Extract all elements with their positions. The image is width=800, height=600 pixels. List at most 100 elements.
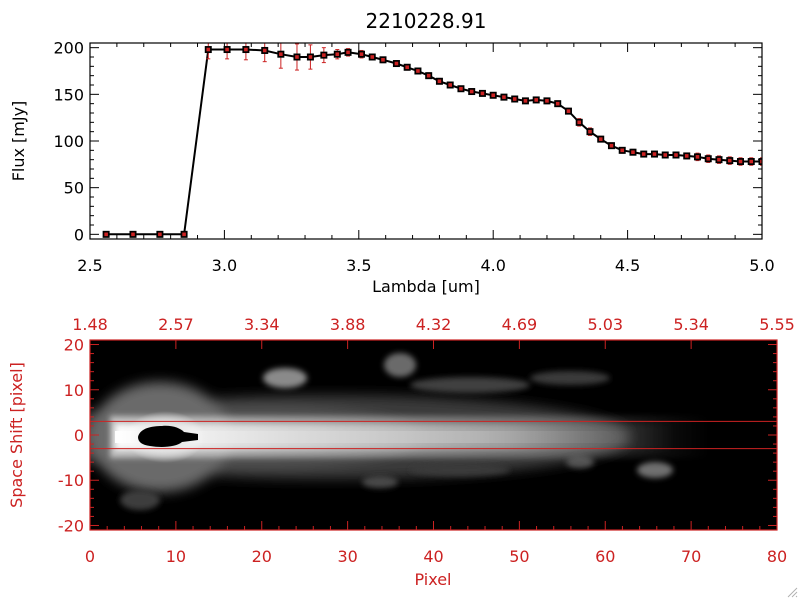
data-point-core — [359, 52, 364, 56]
spectrum-panel: 2210228.91 0 50 100 150 200 2.5 3.0 3.5 4.0 4.5 5… — [9, 9, 775, 296]
data-point-core — [609, 143, 614, 148]
data-point-core — [663, 153, 668, 157]
wavelength-tick-label: 1.48 — [72, 315, 108, 334]
data-point-core — [674, 153, 678, 157]
data-point-core — [346, 50, 350, 55]
data-point-core — [295, 55, 299, 59]
data-point-core — [491, 93, 495, 98]
data-point-core — [225, 47, 229, 52]
data-point-core — [104, 232, 108, 237]
x-axis-label-bottom: Pixel — [414, 570, 451, 589]
data-point-core — [394, 61, 399, 66]
x-tick-label-bottom: 50 — [509, 547, 529, 566]
chart-title: 2210228.91 — [366, 9, 487, 33]
wavelength-tick-label: 5.55 — [759, 315, 795, 334]
data-point-core — [426, 73, 431, 78]
series-line — [106, 48, 762, 236]
x-axis-label: Lambda [um] — [372, 277, 480, 296]
data-point-core — [706, 156, 711, 161]
data-point-core — [448, 83, 452, 87]
y-tick-label: 100 — [53, 132, 84, 151]
data-point-core — [588, 129, 592, 134]
wavelength-tick-label: 4.32 — [416, 315, 452, 334]
wavelength-tick-label: 4.69 — [502, 315, 538, 334]
blobs — [120, 353, 673, 510]
data-point-core — [652, 152, 657, 156]
resize-grip-icon[interactable] — [786, 586, 798, 598]
x-tick-group: 2.5 3.0 3.5 4.0 4.5 5.0 — [77, 43, 775, 275]
data-point-core — [641, 152, 646, 156]
x-tick-label: 5.0 — [749, 256, 774, 275]
data-point-core — [370, 55, 375, 59]
data-point-core — [335, 52, 340, 56]
series-group — [102, 43, 762, 238]
y-tick-label-bottom: 0 — [74, 426, 84, 445]
data-point-core — [738, 159, 743, 164]
x-tick-label: 4.0 — [480, 256, 505, 275]
x-tick-label-bottom: 30 — [337, 547, 357, 566]
data-point-core — [545, 99, 549, 103]
data-point-core — [566, 109, 571, 113]
data-point-core — [480, 91, 485, 96]
y-tick-label: 0 — [74, 225, 84, 244]
data-point-core — [459, 86, 463, 91]
y-axis-label-bottom: Space Shift [pixel] — [7, 362, 26, 508]
data-point-core — [523, 99, 528, 103]
data-point-core — [717, 157, 721, 162]
y-tick-group-bottom: -20 -10 0 10 20 — [58, 336, 777, 535]
data-point-core — [512, 97, 517, 101]
x-tick-label: 3.0 — [212, 256, 237, 275]
x-tick-label-bottom: 70 — [681, 547, 701, 566]
x-tick-label: 4.5 — [615, 256, 640, 275]
data-point-core — [760, 159, 762, 164]
x-tick-label-bottom: 20 — [252, 547, 272, 566]
data-point-core — [684, 154, 689, 158]
data-point-core — [555, 101, 560, 106]
wavelength-tick-label: 5.03 — [587, 315, 623, 334]
data-point-core — [279, 52, 283, 56]
y-tick-label: 150 — [53, 85, 84, 104]
y-tick-label-bottom: 20 — [64, 336, 84, 355]
x-tick-label: 3.5 — [346, 256, 371, 275]
y-tick-label-bottom: 10 — [64, 381, 84, 400]
data-point-core — [381, 58, 385, 62]
data-point-core — [158, 232, 162, 237]
wavelength-tick-label: 3.34 — [244, 315, 280, 334]
wavelength-tick-label: 3.88 — [330, 315, 366, 334]
y-tick-label-bottom: -20 — [58, 516, 84, 535]
data-point-core — [620, 148, 625, 153]
saturated-core — [138, 425, 198, 447]
data-point-core — [598, 137, 603, 141]
x-tick-label-bottom: 40 — [423, 547, 443, 566]
wavelength-tick-label: 2.57 — [158, 315, 194, 334]
wavelength-tick-group: 1.48 2.57 3.34 3.88 4.32 4.69 5.03 5.34 5.55 — [72, 315, 795, 349]
data-point-core — [308, 55, 313, 59]
data-point-core — [577, 120, 582, 125]
data-point-core — [416, 69, 420, 73]
data-point-core — [405, 65, 409, 70]
data-point-core — [322, 53, 326, 57]
x-tick-group-bottom: 0 10 20 30 40 50 60 70 80 — [85, 521, 787, 566]
wavelength-tick-label: 5.34 — [673, 315, 709, 334]
x-tick-label: 2.5 — [77, 256, 102, 275]
y-tick-label: 200 — [53, 39, 84, 58]
plot-frame — [89, 42, 763, 240]
x-tick-label-bottom: 60 — [595, 547, 615, 566]
y-axis-label: Flux [mJy] — [9, 101, 28, 182]
data-point-core — [437, 79, 442, 84]
heatmap-image — [90, 340, 777, 530]
y-tick-label-bottom: -10 — [58, 471, 84, 490]
y-tick-label: 50 — [64, 179, 84, 198]
data-point-core — [131, 232, 135, 237]
heatmap-frame — [89, 339, 778, 531]
data-point-core — [206, 47, 211, 52]
data-point-core — [631, 150, 635, 154]
data-point-core — [534, 98, 539, 102]
data-point-core — [469, 89, 474, 94]
data-point-core — [695, 155, 700, 159]
data-point-core — [182, 232, 186, 237]
spatial-panel: -20 -10 0 10 20 0 10 20 30 40 50 60 70 80 1.48 2.57 3.… — [7, 315, 795, 589]
x-tick-label-bottom: 0 — [85, 547, 95, 566]
data-point-core — [502, 95, 506, 99]
